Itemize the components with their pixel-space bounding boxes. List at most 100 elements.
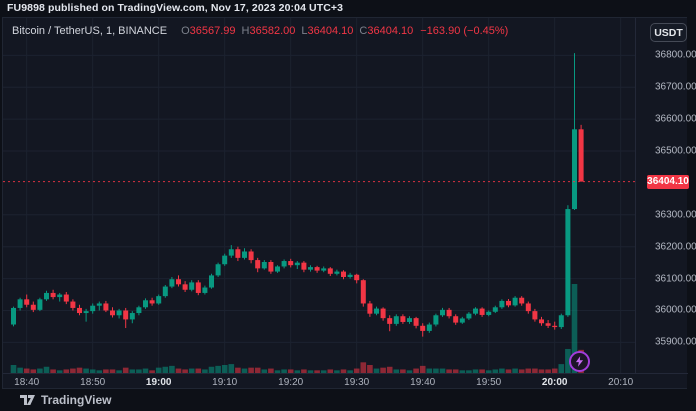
candle-body <box>222 255 228 265</box>
volume-bar <box>228 364 235 373</box>
volume-bar <box>261 369 268 373</box>
symbol-legend[interactable]: Bitcoin / TetherUS, 1, BINANCE O36567.99 H… <box>12 25 508 37</box>
candle-body <box>321 268 327 271</box>
candle-body <box>539 319 544 324</box>
candle-body <box>400 316 406 322</box>
candle-body <box>453 316 459 323</box>
price-tick-label: 36300.00 <box>655 209 696 221</box>
candle-body <box>486 311 492 315</box>
candle-body <box>327 268 333 274</box>
price-tick-label: 36700.00 <box>655 81 696 93</box>
chart-plot-area[interactable]: Bitcoin / TetherUS, 1, BINANCE O36567.99 H… <box>3 18 635 373</box>
candle-body <box>288 261 294 266</box>
price-change: −163.90 (−0.45%) <box>420 25 509 37</box>
time-tick-label: 18:40 <box>14 377 40 388</box>
candle-body <box>380 308 386 319</box>
volume-bar <box>175 368 182 373</box>
candle-body <box>578 129 584 182</box>
candle-body <box>149 300 155 304</box>
volume-bar <box>235 367 241 373</box>
volume-bar <box>182 369 188 373</box>
candle-body <box>367 303 373 314</box>
candle-body <box>37 299 43 310</box>
candle-body <box>479 308 485 315</box>
candle-body <box>393 316 399 324</box>
volume-bar <box>400 369 406 373</box>
volume-bar <box>221 364 228 373</box>
candle-body <box>96 303 102 306</box>
candle-body <box>202 287 208 293</box>
candle-body <box>228 249 234 256</box>
time-axis[interactable]: 18:40 18:50 19:00 19:10 19:20 19:30 19:40 19:50… <box>3 373 688 390</box>
volume-bar <box>241 368 248 373</box>
ohlc-close: C36404.10 <box>359 25 414 37</box>
volume-bar <box>89 369 96 373</box>
last-price-label: 36404.10 <box>647 174 689 189</box>
candle-body <box>156 296 162 304</box>
candle-body <box>572 129 577 210</box>
candles <box>11 53 584 337</box>
price-axis[interactable]: 36800.00 36700.00 36600.00 36500.00 36300.00… <box>635 18 696 373</box>
candle-body <box>143 300 148 308</box>
candle-body <box>525 303 531 312</box>
volume-bar <box>70 368 76 373</box>
volume-bar <box>248 367 254 373</box>
time-tick-label: 20:00 <box>541 377 568 388</box>
volume-bar <box>274 370 281 373</box>
candle-body <box>57 294 63 298</box>
candle-body <box>466 313 472 319</box>
volume-bar <box>347 370 353 373</box>
time-tick-label: 18:50 <box>80 377 106 388</box>
candle-body <box>347 274 353 277</box>
volume-bar <box>373 368 380 373</box>
candle-body <box>17 299 23 308</box>
flash-marker[interactable] <box>569 351 590 372</box>
candle-body <box>558 315 564 328</box>
candlestick-chart[interactable] <box>3 18 635 373</box>
volume-bar <box>195 368 202 373</box>
volume-bar <box>485 370 492 373</box>
volume-bar <box>406 370 413 373</box>
candle-body <box>209 275 214 288</box>
candle-body <box>189 282 195 290</box>
candle-body <box>426 324 432 331</box>
candle-body <box>314 267 320 271</box>
volume-bar <box>525 368 532 373</box>
volume-bar <box>30 369 37 373</box>
currency-unit-button[interactable]: USDT <box>650 23 687 42</box>
ohlc-high: H36582.00 <box>241 25 296 37</box>
watermark-bar: TradingView <box>0 389 696 411</box>
volume-bar <box>129 369 136 373</box>
tradingview-logo-icon[interactable] <box>20 394 35 406</box>
symbol-title[interactable]: Bitcoin / TetherUS, 1, BINANCE <box>12 25 168 37</box>
candle-body <box>30 304 36 310</box>
price-tick-label: 36800.00 <box>655 49 696 61</box>
volume-bar <box>327 369 334 373</box>
price-tick-label: 36500.00 <box>655 145 696 157</box>
watermark-text[interactable]: TradingView <box>41 393 112 407</box>
volume-bar <box>169 365 175 373</box>
volume-bar <box>538 369 545 373</box>
candle-body <box>545 323 551 326</box>
candle-body <box>242 251 247 258</box>
volume-bar <box>505 369 512 373</box>
candle-body <box>77 307 82 314</box>
volume-bar <box>353 368 360 373</box>
candle-body <box>413 318 419 326</box>
volume-bar <box>360 362 367 373</box>
volume-bar <box>254 367 261 373</box>
candle-body <box>169 279 175 287</box>
candle-body <box>492 307 498 312</box>
candle-body <box>129 313 135 320</box>
candle-body <box>44 292 49 300</box>
volume-bar <box>472 369 479 373</box>
candle-body <box>248 251 254 261</box>
published-bar: FU9898 published on TradingView.com, Nov… <box>0 0 696 17</box>
volume-bar <box>439 368 446 373</box>
candle-body <box>532 311 538 320</box>
time-tick-label: 19:20 <box>278 377 304 388</box>
volume-bar <box>10 364 17 373</box>
volume-bar <box>499 368 505 373</box>
volume-bar <box>551 368 558 373</box>
